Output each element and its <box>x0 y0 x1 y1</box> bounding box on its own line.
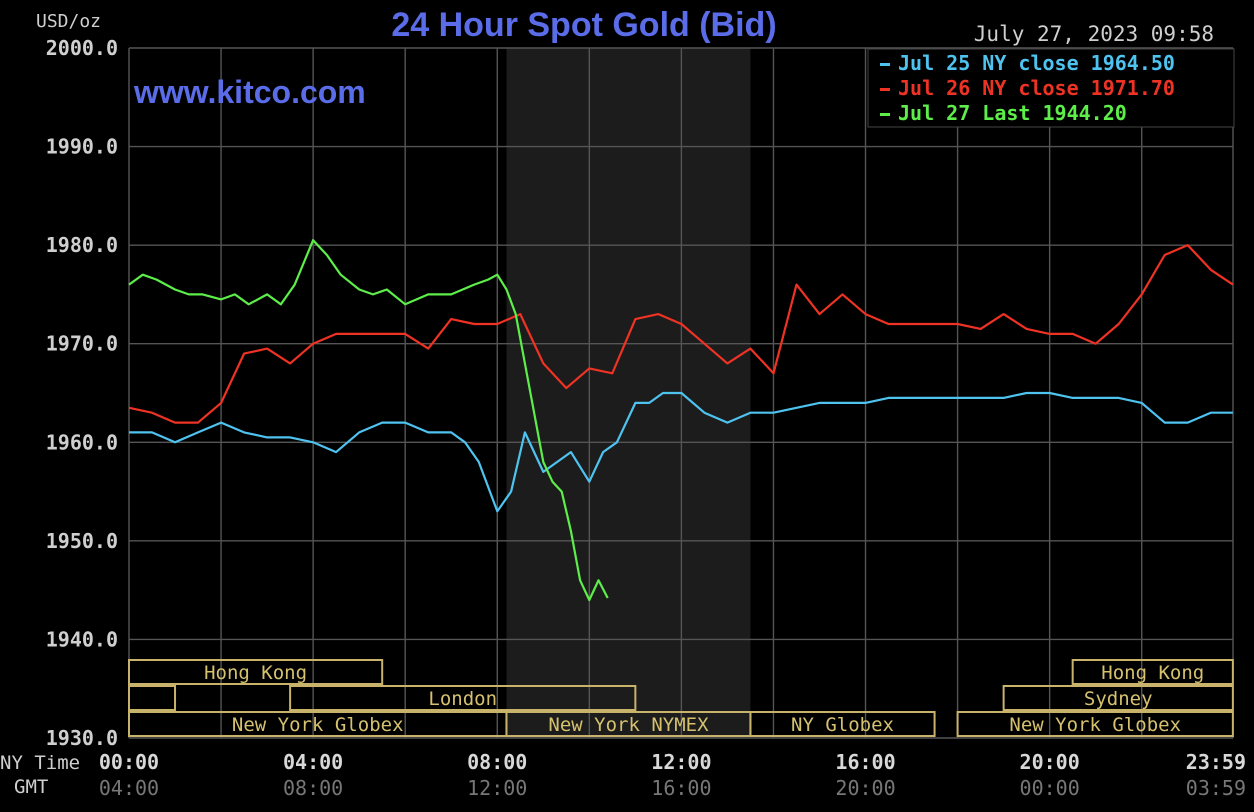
session-label: Sydney <box>1084 688 1153 710</box>
series-line-3 <box>128 239 609 602</box>
x-tick-ny: 12:00 <box>651 750 711 774</box>
x-tick-ny: 16:00 <box>835 750 895 774</box>
session-label: NY Globex <box>791 714 894 736</box>
legend-swatch <box>880 113 890 116</box>
gmt-row-label: GMT <box>14 776 48 798</box>
y-tick-label: 1990.0 <box>46 135 118 159</box>
y-tick-label: 1930.0 <box>46 726 118 750</box>
legend-box <box>867 48 1235 128</box>
x-tick-gmt: 12:00 <box>467 776 527 800</box>
y-axis-ticks: 2000.0 1990.0 1980.0 1970.0 1960.0 1950.0 1940… <box>46 36 118 750</box>
session-label: Hong Kong <box>1101 662 1204 684</box>
session-label: London <box>428 688 497 710</box>
price-series <box>128 239 1234 602</box>
x-tick-ny: 04:00 <box>283 750 343 774</box>
session-box <box>749 711 936 737</box>
x-tick-ny: 08:00 <box>467 750 527 774</box>
x-tick-ny: 20:00 <box>1020 750 1080 774</box>
legend-entry: Jul 25 NY close 1964.50 <box>898 51 1175 75</box>
series-line-2 <box>128 244 1234 424</box>
chart-title: 24 Hour Spot Gold (Bid) <box>391 6 776 44</box>
legend-swatch <box>880 88 890 91</box>
y-tick-label: 1970.0 <box>46 332 118 356</box>
x-tick-ny: 23:59 <box>1186 750 1246 774</box>
session-label: New York Globex <box>232 714 404 736</box>
session-box <box>1002 685 1234 711</box>
ny-time-row-label: NY Time <box>0 752 80 774</box>
x-tick-gmt: 20:00 <box>835 776 895 800</box>
x-tick-gmt: 16:00 <box>651 776 711 800</box>
x-axis-ticks: 00:00 04:00 08:00 12:00 16:00 20:00 23:5904:00… <box>99 750 1246 800</box>
x-tick-gmt: 03:59 <box>1186 776 1246 800</box>
session-box <box>128 659 384 685</box>
session-box <box>1071 659 1234 685</box>
y-tick-label: 1940.0 <box>46 627 118 651</box>
y-tick-label: 1980.0 <box>46 233 118 257</box>
x-tick-gmt: 08:00 <box>283 776 343 800</box>
session-box <box>128 685 177 711</box>
y-tick-label: 1960.0 <box>46 430 118 454</box>
watermark-url: www.kitco.com <box>133 74 366 110</box>
nymex-session-shade <box>506 48 751 738</box>
timestamp: July 27, 2023 09:58 <box>974 22 1214 46</box>
legend-entry: Jul 26 NY close 1971.70 <box>898 76 1175 100</box>
legend-swatch <box>880 63 890 66</box>
x-tick-ny: 00:00 <box>99 750 159 774</box>
trading-sessions: Hong Kong Hong Kong London Sydney New York G… <box>128 659 1234 737</box>
session-label: New York NYMEX <box>548 714 709 736</box>
session-box <box>289 685 637 711</box>
y-tick-label: 2000.0 <box>46 36 118 60</box>
x-tick-gmt: 00:00 <box>1020 776 1080 800</box>
session-box <box>956 711 1234 737</box>
legend-entry: Jul 27 Last 1944.20 <box>898 101 1127 125</box>
session-label: New York Globex <box>1009 714 1181 736</box>
y-axis-label: USD/oz <box>36 11 101 32</box>
series-line-1 <box>129 391 1233 513</box>
x-tick-gmt: 04:00 <box>99 776 159 800</box>
session-label: Hong Kong <box>204 662 307 684</box>
y-tick-label: 1950.0 <box>46 529 118 553</box>
